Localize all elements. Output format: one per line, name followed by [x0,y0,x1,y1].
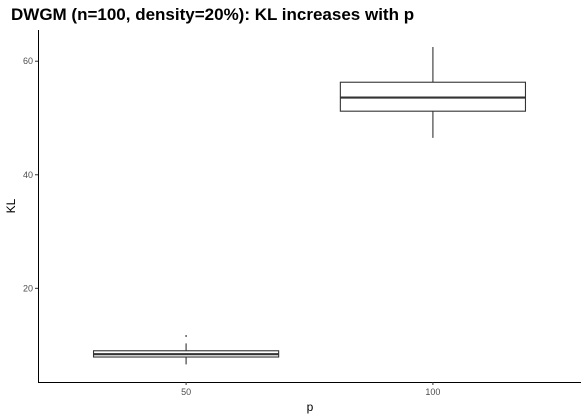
y-axis-label: KL [4,198,18,213]
y-tick-label-40: 40 [23,170,33,180]
box-50 [92,335,280,365]
chart-title: DWGM (n=100, density=20%): KL increases … [11,5,414,24]
box-100 [339,47,527,138]
y-tick-label-60: 60 [23,56,33,66]
y-tick-label-20: 20 [23,283,33,293]
outlier-50-0 [185,335,187,337]
x-tick-label-100: 100 [425,387,440,397]
x-tick-label-50: 50 [181,387,191,397]
plot-area [92,47,527,365]
x-axis-label: p [307,400,314,414]
axis-ticks: 20 40 60 50 100 [23,56,440,397]
